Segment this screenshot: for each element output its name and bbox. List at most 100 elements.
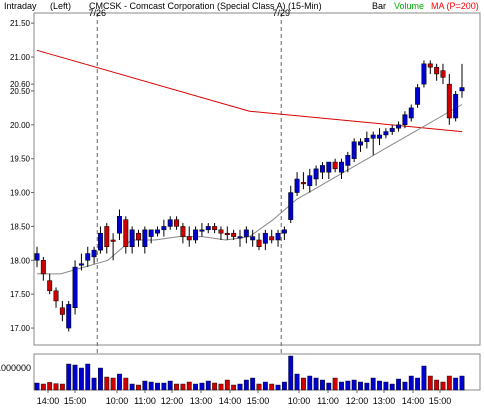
volume-bar [300,377,306,391]
volume-bar [231,384,237,391]
candle-body [446,83,452,119]
volume-axis-tick: 1000000 [0,363,31,373]
x-tick-label: 12:00 [346,396,369,406]
candle-body [281,229,287,234]
volume-bar [72,364,78,391]
candle-body [256,239,262,248]
volume-bar [446,375,452,391]
candle-body [421,63,427,85]
candle-body [427,63,433,68]
volume-bar [205,380,211,391]
candle-body [40,260,46,275]
volume-bar [186,381,192,391]
volume-bar [148,381,154,391]
volume-bar [224,379,230,391]
candle-body [358,141,363,146]
candle-body [313,168,319,180]
candle-body [186,236,192,241]
volume-panel: 1000000 [0,353,481,391]
volume-bar [91,377,97,391]
volume-bar [40,383,46,391]
candle-body [383,131,389,136]
volume-bar [117,373,122,391]
candle-body [161,226,167,231]
candle-body [59,307,65,315]
y-tick-label: 20.60 [10,80,31,89]
candle-body [66,304,72,329]
candle-body [307,175,313,187]
volume-bar [85,363,91,391]
candle-body [193,229,199,241]
candle-body [205,226,211,231]
day-marker-label: 7/29 [272,8,290,18]
candle-body [136,232,141,241]
candle-body [332,161,338,170]
volume-bar [34,382,40,391]
volume-bar [129,383,135,391]
x-tick-label: 11:00 [134,396,156,406]
volume-bar [434,379,440,391]
y-tick-label: 18.50 [10,222,31,231]
volume-bar [98,367,103,391]
volume-bar [313,377,319,391]
volume-bar [320,379,325,391]
candle-body [345,155,351,166]
candle-body [364,138,370,142]
x-tick-label: 14:00 [219,396,242,406]
volume-bar [262,381,268,391]
volume-bar [377,380,382,391]
x-tick-label: 14:00 [402,396,425,406]
volume-bar [256,383,262,391]
candle-body [370,134,376,139]
volume-bar [427,375,433,391]
candle-body [459,87,465,92]
day-dividers: 7/26 7/29 [88,8,290,390]
volume-bar [53,383,59,391]
candle-body [294,178,300,193]
volume-bar [383,381,389,391]
candle-body [389,127,395,132]
candle-body [231,232,237,237]
candle-body [269,236,275,241]
y-tick-label: 18.00 [10,256,31,265]
candle-body [72,266,78,308]
volume-bar [199,382,205,391]
volume-bar [243,379,249,391]
volume-bar [47,382,53,391]
x-tick-label: 12:00 [161,396,184,406]
x-tick-label: 15:00 [247,396,270,406]
candle-body [218,229,224,234]
candle-body [142,229,148,248]
candle-body [288,192,294,220]
candle-body [408,107,414,119]
volume-bar [370,377,376,391]
volume-bar [294,373,300,391]
candle-body [180,226,186,237]
candle-body [339,161,344,173]
candle-body [326,161,332,173]
candle-body [434,66,440,75]
volume-bar [332,377,338,391]
volume-bar [275,384,281,391]
candle-body [155,229,160,234]
candle-body [319,165,325,173]
volume-bar [408,375,414,391]
volume-bar [281,381,287,391]
candle-body [377,134,383,139]
volume-bar [326,382,332,391]
volume-bar [358,381,363,391]
volume-bars [34,355,465,391]
x-tick-label: 15:00 [64,396,87,406]
candle-body [415,87,421,105]
volume-bar [288,355,294,391]
volume-bar [193,383,199,391]
volume-bar [307,375,313,391]
volume-bar [59,383,65,391]
volume-bar [396,378,401,391]
candle-body [212,226,218,231]
y-tick-label: 20.00 [10,121,31,130]
volume-bar [351,379,357,391]
